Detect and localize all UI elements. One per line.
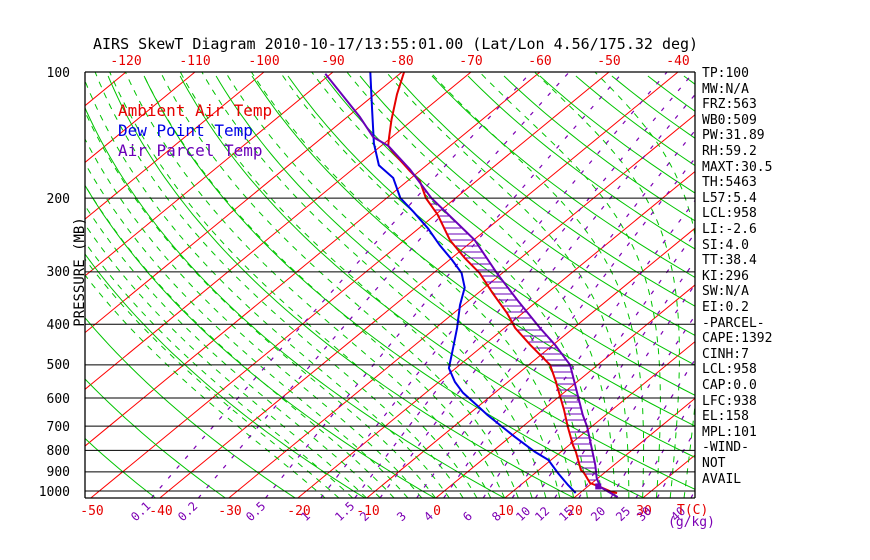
panel-stat-line: NOT bbox=[702, 456, 726, 471]
pressure-axis-label: PRESSURE (MB) bbox=[72, 217, 88, 327]
panel-stat-line: AVAIL bbox=[702, 471, 742, 487]
pressure-tick: 300 bbox=[46, 265, 70, 281]
panel-stat-line: MW:N/A bbox=[702, 81, 749, 97]
panel-stat-line: SW:N/A bbox=[702, 284, 749, 300]
legend-ambient-air-temp: Ambient Air Temp bbox=[118, 101, 273, 120]
panel-stat-line: CAPE:1392 bbox=[702, 331, 773, 347]
panel-stat-line: LI:-2.6 bbox=[702, 222, 757, 237]
panel-stat-line: CAP:0.0 bbox=[702, 378, 757, 393]
bottom-temp-tick: 10 bbox=[498, 504, 514, 519]
panel-stat-line: FRZ:563 bbox=[702, 97, 757, 113]
bottom-temp-tick: -30 bbox=[218, 504, 242, 519]
panel-stat-line: LFC:938 bbox=[702, 393, 757, 409]
pressure-tick: 700 bbox=[46, 419, 70, 435]
panel-stat-line: LCL:958 bbox=[702, 206, 757, 222]
pressure-tick: 900 bbox=[46, 465, 70, 481]
top-temp-tick: -40 bbox=[666, 54, 690, 69]
panel-stat-line: MAXT:30.5 bbox=[702, 159, 773, 175]
temperature-unit-label: T(C) bbox=[677, 503, 709, 518]
panel-stat-line: LCL:958 bbox=[702, 362, 757, 378]
top-temp-tick: -50 bbox=[597, 54, 621, 69]
bottom-temp-tick: -10 bbox=[356, 504, 380, 519]
panel-stat-line: TP:100 bbox=[702, 66, 749, 81]
panel-stat-line: L57:5.4 bbox=[702, 190, 757, 206]
legend-dew-point-temp: Dew Point Temp bbox=[118, 121, 253, 140]
bottom-temp-tick: 0 bbox=[433, 504, 441, 519]
page-title: AIRS SkewT Diagram 2010-10-17/13:55:01.0… bbox=[93, 35, 699, 53]
pressure-tick: 100 bbox=[46, 65, 70, 81]
panel-stat-line: -PARCEL- bbox=[702, 315, 765, 331]
pressure-tick: 1000 bbox=[38, 484, 70, 500]
bottom-temp-tick: 30 bbox=[636, 504, 652, 519]
top-temp-tick: -60 bbox=[528, 54, 552, 69]
top-temp-tick: -80 bbox=[390, 54, 414, 69]
pressure-tick: 800 bbox=[46, 443, 70, 459]
bottom-temp-tick: -50 bbox=[80, 504, 104, 519]
top-temp-tick: -70 bbox=[459, 54, 483, 69]
bottom-temp-tick: 20 bbox=[567, 504, 583, 519]
panel-stat-line: EI:0.2 bbox=[702, 300, 749, 315]
top-temp-tick: -100 bbox=[248, 54, 280, 69]
mixing-ratio-unit-label: (g/kg) bbox=[668, 515, 715, 530]
pressure-tick: 400 bbox=[46, 317, 70, 333]
top-temp-tick: -90 bbox=[321, 54, 345, 69]
panel-stat-line: WB0:509 bbox=[702, 112, 757, 128]
top-temp-tick: -120 bbox=[110, 54, 142, 69]
legend-air-parcel-temp: Air Parcel Temp bbox=[118, 141, 263, 160]
panel-stat-line: -WIND- bbox=[702, 440, 749, 456]
panel-stat-line: SI:4.0 bbox=[702, 237, 749, 253]
panel-stat-line: PW:31.89 bbox=[702, 128, 765, 144]
panel-stat-line: EL:158 bbox=[702, 409, 749, 425]
pressure-tick: 500 bbox=[46, 358, 70, 374]
bottom-temp-tick: -40 bbox=[149, 504, 173, 519]
top-temp-tick: -110 bbox=[179, 54, 211, 69]
panel-stat-line: TT:38.4 bbox=[702, 253, 757, 269]
pressure-tick: 200 bbox=[46, 191, 70, 207]
pressure-tick: 600 bbox=[46, 391, 70, 407]
bottom-temp-tick: -20 bbox=[287, 504, 311, 519]
panel-stat-line: CINH:7 bbox=[702, 346, 749, 362]
panel-stat-line: TH:5463 bbox=[702, 175, 757, 191]
panel-stat-line: KI:296 bbox=[702, 268, 749, 284]
panel-stat-line: MPL:101 bbox=[702, 424, 757, 440]
panel-stat-line: RH:59.2 bbox=[702, 144, 757, 159]
